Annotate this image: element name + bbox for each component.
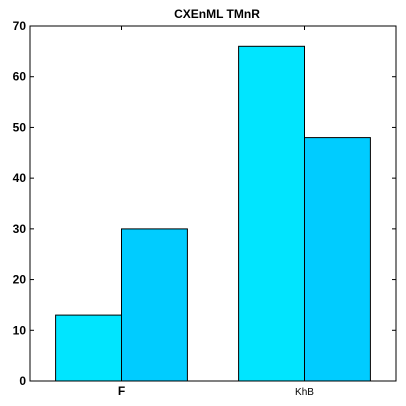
bar-f-series-2 xyxy=(121,228,188,382)
y-tick-label: 40 xyxy=(13,171,27,185)
x-tick-label: F xyxy=(118,384,125,398)
x-tick-label: KhB xyxy=(295,387,314,398)
y-tick-label: 10 xyxy=(13,323,27,337)
y-tick-label: 70 xyxy=(13,19,27,33)
bar-khb-series-2 xyxy=(304,137,371,382)
y-tick-label: 20 xyxy=(13,273,27,287)
y-tick-label: 0 xyxy=(19,374,26,388)
bars-layer xyxy=(55,45,371,382)
y-tick-label: 50 xyxy=(13,120,27,134)
bar-f-series-1 xyxy=(55,314,122,382)
x-axis: F KhB xyxy=(118,26,314,398)
chart-title: CXEnML TMnR xyxy=(174,7,260,21)
bar-khb-series-1 xyxy=(238,45,306,382)
plot-frame xyxy=(29,25,397,382)
y-tick-label: 30 xyxy=(13,222,27,236)
y-tick-label: 60 xyxy=(13,70,27,84)
y-axis: 0 10 20 30 40 50 60 70 xyxy=(13,19,396,388)
